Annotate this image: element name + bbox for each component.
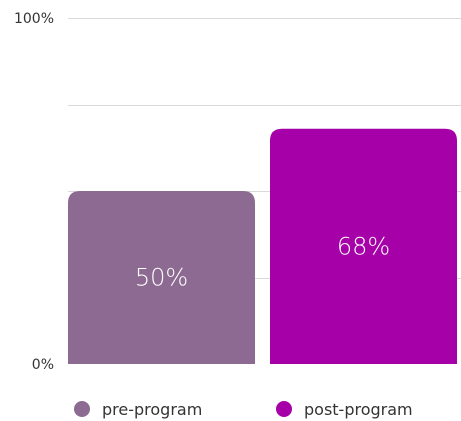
legend-item-post-program: post-program — [276, 397, 413, 421]
y-tick-label-0: 0% — [32, 357, 54, 373]
legend-label-pre-program: pre-program — [102, 399, 203, 419]
legend-swatch-pre-program — [74, 401, 90, 417]
bar-value-label-post-program: 68% — [337, 232, 390, 260]
bar-post-program — [270, 128, 457, 364]
legend-swatch-post-program — [276, 401, 292, 417]
bar-value-label-pre-program: 50% — [135, 264, 188, 292]
y-tick-label-100: 100% — [14, 11, 54, 27]
legend-item-pre-program: pre-program — [74, 397, 202, 421]
legend: pre-program post-program — [0, 397, 461, 421]
bar-pre-program — [68, 191, 255, 364]
bars — [68, 128, 457, 364]
y-axis-ticks: 100% 0% — [14, 11, 54, 373]
legend-label-post-program: post-program — [304, 399, 413, 419]
bar-value-labels: 50% 68% — [135, 232, 390, 291]
